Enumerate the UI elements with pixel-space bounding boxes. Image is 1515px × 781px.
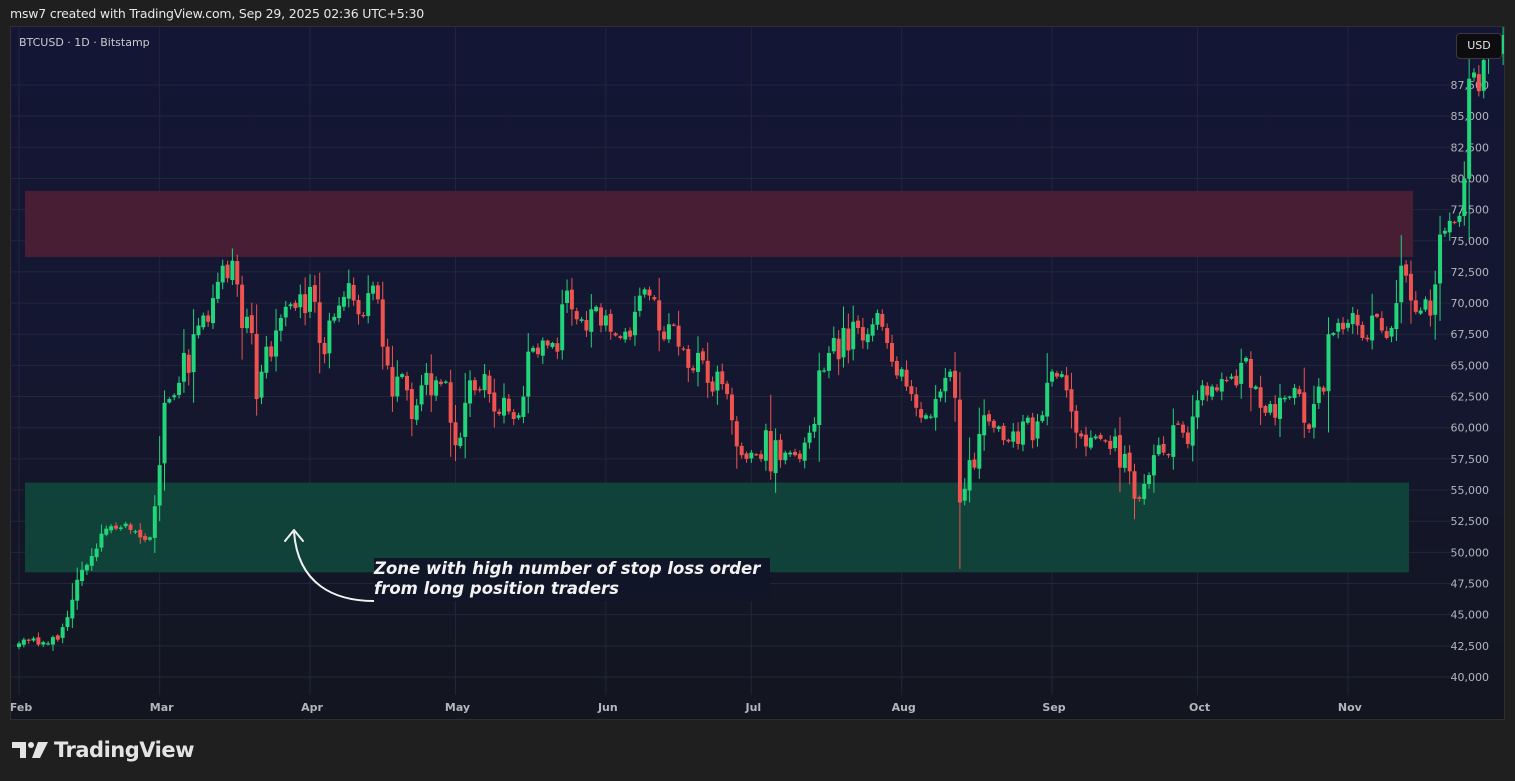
svg-text:75,000: 75,000 bbox=[1451, 235, 1490, 248]
svg-text:Feb: Feb bbox=[11, 701, 32, 714]
svg-text:52,500: 52,500 bbox=[1451, 515, 1490, 528]
annotation-line-1: Zone with high number of stop loss order bbox=[374, 559, 761, 578]
svg-text:Jul: Jul bbox=[744, 701, 761, 714]
svg-text:55,000: 55,000 bbox=[1451, 484, 1490, 497]
symbol-label: BTCUSD · 1D · Bitstamp bbox=[19, 36, 150, 49]
brand-name: TradingView bbox=[54, 738, 194, 762]
tradingview-logo[interactable]: TradingView bbox=[12, 738, 194, 762]
svg-text:72,500: 72,500 bbox=[1451, 266, 1490, 279]
svg-text:Sep: Sep bbox=[1042, 701, 1065, 714]
svg-text:42,500: 42,500 bbox=[1451, 640, 1490, 653]
svg-text:50,000: 50,000 bbox=[1451, 546, 1490, 559]
candlestick-chart[interactable]: 40,000 42,500 45,000 47,500 50,000 52,500 55,0… bbox=[11, 27, 1505, 720]
svg-text:45,000: 45,000 bbox=[1451, 609, 1490, 622]
svg-text:62,500: 62,500 bbox=[1451, 391, 1490, 404]
chart-pane[interactable]: 40,000 42,500 45,000 47,500 50,000 52,500 55,0… bbox=[10, 26, 1505, 720]
svg-text:77,500: 77,500 bbox=[1451, 204, 1490, 217]
tradingview-logo-icon bbox=[12, 742, 48, 758]
svg-text:40,000: 40,000 bbox=[1451, 671, 1490, 684]
svg-text:80,000: 80,000 bbox=[1451, 172, 1490, 185]
svg-text:65,000: 65,000 bbox=[1451, 359, 1490, 372]
svg-text:Oct: Oct bbox=[1189, 701, 1210, 714]
annotation-line-2: from long position traders bbox=[374, 579, 619, 598]
currency-button[interactable]: USD bbox=[1456, 33, 1502, 59]
svg-text:May: May bbox=[445, 701, 470, 714]
svg-text:Mar: Mar bbox=[150, 701, 174, 714]
svg-text:Nov: Nov bbox=[1338, 701, 1363, 714]
svg-text:60,000: 60,000 bbox=[1451, 422, 1490, 435]
svg-text:67,500: 67,500 bbox=[1451, 328, 1490, 341]
chart-caption: msw7 created with TradingView.com, Sep 2… bbox=[10, 6, 425, 21]
svg-text:Aug: Aug bbox=[892, 701, 916, 714]
svg-text:Apr: Apr bbox=[301, 701, 323, 714]
svg-text:70,000: 70,000 bbox=[1451, 297, 1490, 310]
annotation-text: Zone with high number of stop loss order… bbox=[374, 558, 771, 601]
svg-text:57,500: 57,500 bbox=[1451, 453, 1490, 466]
svg-text:47,500: 47,500 bbox=[1451, 578, 1490, 591]
svg-text:Jun: Jun bbox=[597, 701, 618, 714]
